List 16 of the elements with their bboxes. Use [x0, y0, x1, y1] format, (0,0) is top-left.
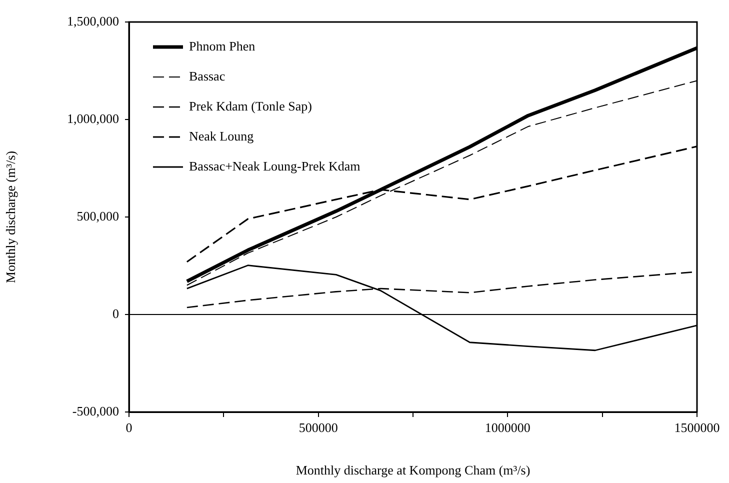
legend-label: Neak Loung — [189, 128, 254, 144]
x-tick-label: 500000 — [298, 420, 338, 436]
legend-label: Prek Kdam (Tonle Sap) — [189, 98, 312, 114]
x-tick-label: 1500000 — [674, 420, 720, 436]
y-tick-label: -500,000 — [72, 403, 119, 418]
legend-label: Phnom Phen — [189, 38, 256, 54]
y-tick-label: 0 — [112, 306, 119, 321]
x-axis-title: Monthly discharge at Kompong Cham (m³/s) — [296, 462, 530, 478]
y-axis-title: Monthly discharge (m³/s) — [3, 150, 18, 284]
legend-label: Bassac+Neak Loung-Prek Kdam — [189, 158, 360, 174]
x-tick-label: 0 — [126, 420, 132, 436]
y-tick-label: 500,000 — [76, 208, 119, 224]
y-tick-label: 1,500,000 — [67, 13, 119, 28]
legend-label: Bassac — [189, 68, 226, 84]
x-tick-label: 1000000 — [484, 420, 530, 436]
y-tick-label: 1,000,000 — [67, 110, 119, 126]
